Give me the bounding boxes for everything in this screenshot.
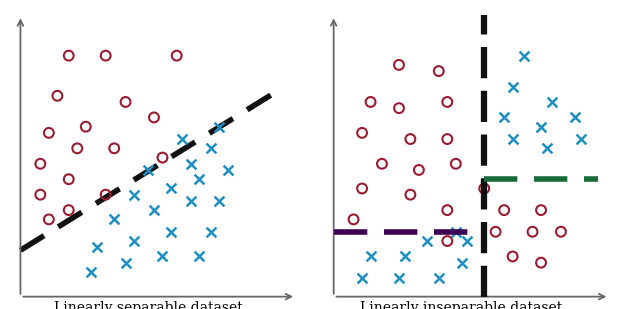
Point: [499, 115, 509, 120]
Point: [157, 254, 167, 259]
Point: [536, 260, 546, 265]
Point: [52, 93, 62, 98]
Point: [214, 198, 224, 203]
Point: [349, 217, 359, 222]
Point: [377, 161, 387, 166]
Point: [576, 137, 586, 142]
Point: [87, 269, 97, 274]
Point: [64, 53, 74, 58]
Point: [406, 192, 416, 197]
Point: [149, 208, 159, 213]
Point: [157, 155, 167, 160]
Point: [457, 260, 467, 265]
Point: [206, 229, 216, 234]
Point: [64, 177, 74, 182]
Point: [414, 167, 424, 172]
Point: [519, 53, 529, 58]
Point: [149, 115, 159, 120]
Point: [394, 106, 404, 111]
Point: [462, 239, 472, 243]
Point: [120, 260, 130, 265]
Point: [400, 254, 410, 259]
Point: [166, 186, 176, 191]
Point: [556, 229, 566, 234]
Point: [36, 192, 46, 197]
Point: [195, 177, 205, 182]
Point: [499, 208, 509, 213]
Point: [357, 276, 367, 281]
Point: [508, 84, 518, 89]
Point: [129, 192, 139, 197]
Point: [144, 167, 154, 172]
Point: [357, 186, 367, 191]
Point: [186, 198, 196, 203]
Point: [109, 146, 119, 151]
Point: [394, 276, 404, 281]
Point: [536, 208, 546, 213]
Point: [80, 124, 90, 129]
Point: [542, 146, 552, 151]
Point: [36, 161, 46, 166]
Point: [406, 137, 416, 142]
Text: Linearly inseparable dataset: Linearly inseparable dataset: [361, 301, 563, 309]
Point: [490, 229, 500, 234]
Point: [451, 161, 461, 166]
Point: [186, 161, 196, 166]
Point: [366, 99, 376, 104]
Point: [109, 217, 119, 222]
Text: Linearly separable dataset: Linearly separable dataset: [54, 301, 243, 309]
Point: [44, 217, 54, 222]
Point: [508, 137, 518, 142]
Point: [223, 167, 233, 172]
Point: [129, 239, 139, 243]
Point: [442, 99, 452, 104]
Point: [357, 130, 367, 135]
Point: [570, 115, 580, 120]
Point: [434, 276, 444, 281]
Point: [366, 254, 376, 259]
Point: [100, 192, 110, 197]
Point: [479, 186, 489, 191]
Point: [44, 130, 54, 135]
Point: [508, 254, 518, 259]
Point: [442, 137, 452, 142]
Point: [64, 208, 74, 213]
Point: [100, 53, 110, 58]
Point: [166, 229, 176, 234]
Point: [195, 254, 205, 259]
Point: [172, 53, 182, 58]
Point: [527, 229, 537, 234]
Point: [72, 146, 82, 151]
Point: [442, 239, 452, 243]
Point: [536, 124, 546, 129]
Point: [214, 124, 224, 129]
Point: [394, 62, 404, 67]
Point: [434, 69, 444, 74]
Point: [206, 146, 216, 151]
Point: [422, 239, 432, 243]
Point: [92, 245, 102, 250]
Point: [177, 137, 187, 142]
Point: [451, 229, 461, 234]
Point: [547, 99, 557, 104]
Point: [442, 208, 452, 213]
Point: [120, 99, 130, 104]
